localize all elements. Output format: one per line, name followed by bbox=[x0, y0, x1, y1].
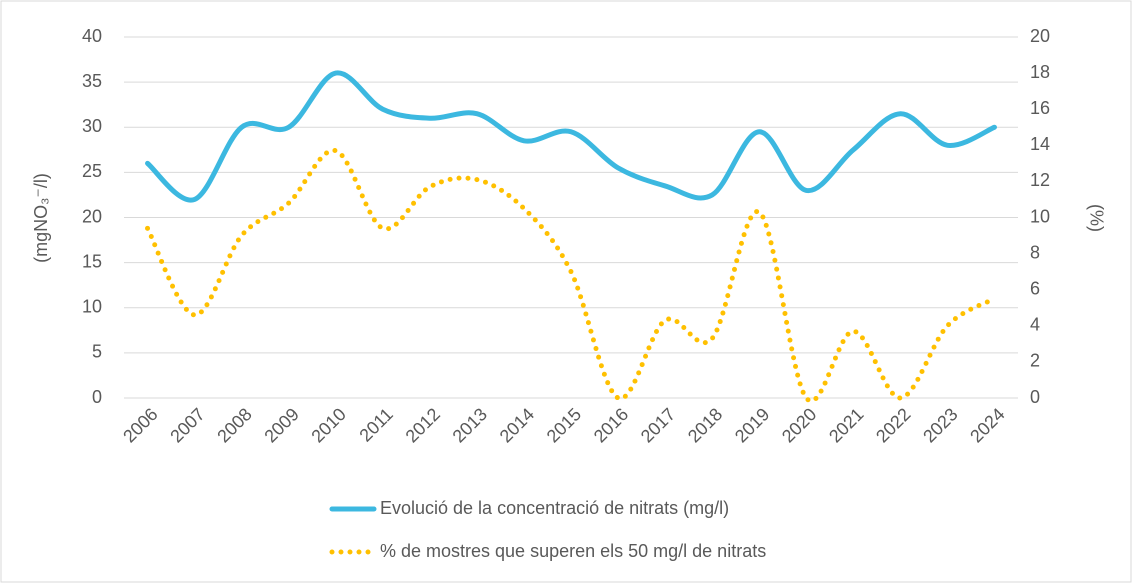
y-tick-label: 40 bbox=[82, 26, 102, 46]
y-tick-label: 35 bbox=[82, 71, 102, 91]
y2-tick-label: 8 bbox=[1030, 242, 1040, 262]
y-tick-label: 5 bbox=[92, 342, 102, 362]
y2-tick-label: 16 bbox=[1030, 98, 1050, 118]
y2-tick-label: 6 bbox=[1030, 278, 1040, 298]
y2-tick-label: 0 bbox=[1030, 387, 1040, 407]
y2-tick-label: 18 bbox=[1030, 62, 1050, 82]
y-axis-label: (mgNO₃⁻/l) bbox=[31, 173, 51, 263]
y2-tick-label: 4 bbox=[1030, 315, 1040, 335]
y2-axis-label: (%) bbox=[1086, 204, 1106, 232]
y-tick-label: 20 bbox=[82, 206, 102, 226]
series-line bbox=[145, 148, 997, 404]
y2-tick-label: 2 bbox=[1030, 351, 1040, 371]
y2-tick-label: 20 bbox=[1030, 26, 1050, 46]
legend-label: Evolució de la concentració de nitrats (… bbox=[380, 498, 729, 518]
y2-tick-label: 12 bbox=[1030, 170, 1050, 190]
series-line bbox=[145, 70, 997, 203]
y2-tick-label: 10 bbox=[1030, 206, 1050, 226]
y-tick-label: 30 bbox=[82, 116, 102, 136]
y-tick-label: 0 bbox=[92, 387, 102, 407]
y-tick-label: 15 bbox=[82, 251, 102, 271]
legend-label: % de mostres que superen els 50 mg/l de … bbox=[380, 541, 766, 561]
y-tick-label: 10 bbox=[82, 297, 102, 317]
y-tick-label: 25 bbox=[82, 161, 102, 181]
y2-tick-label: 14 bbox=[1030, 134, 1050, 154]
